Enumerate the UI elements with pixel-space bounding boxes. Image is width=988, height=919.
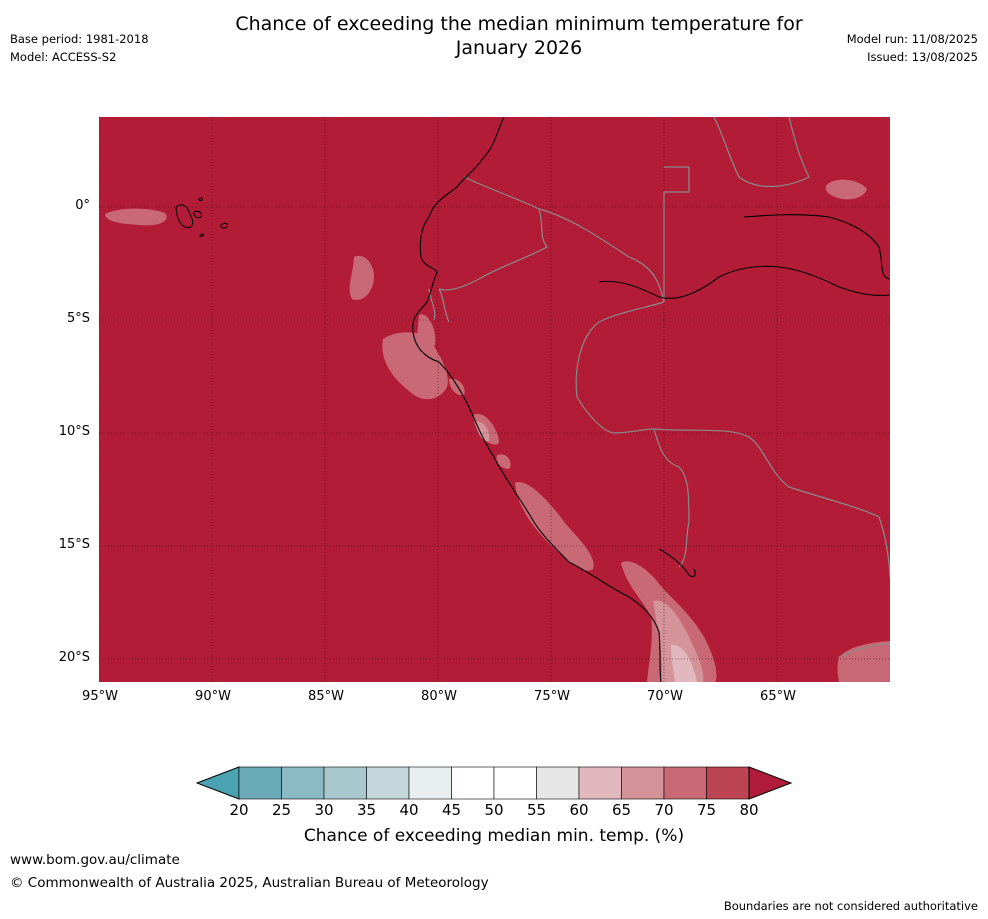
colorbar-swatch — [536, 766, 580, 800]
colorbar-swatch — [451, 766, 495, 800]
lat-label-10s: 10°S — [58, 424, 90, 439]
boundary-colombia-peru — [538, 208, 665, 303]
patch-altiplano-core — [671, 644, 697, 682]
graticule — [99, 117, 890, 682]
island-south — [199, 233, 204, 237]
footer-copyright: © Commonwealth of Australia 2025, Austra… — [10, 875, 489, 891]
lon-label-80w: 80°W — [421, 689, 457, 704]
colorbar-swatch — [706, 766, 750, 800]
probability-patches-65 — [475, 421, 704, 682]
patch-bolivia-east — [837, 641, 890, 682]
river-amazon — [598, 265, 890, 299]
meta-left: Base period: 1981-2018 Model: ACCESS-S2 — [10, 30, 149, 66]
colorbar — [196, 766, 793, 800]
title-line-2: January 2026 — [455, 37, 583, 59]
colorbar-tick-label: 20 — [229, 801, 249, 819]
patch-galapagos — [105, 208, 167, 226]
colorbar-swatch — [663, 766, 707, 800]
colorbar-swatch — [238, 766, 282, 800]
colorbar-tick-label: 70 — [654, 801, 674, 819]
colorbar-swatch — [578, 766, 622, 800]
footer-disclaimer: Boundaries are not considered authoritat… — [723, 899, 978, 913]
coastline-pacific — [412, 117, 662, 682]
island-santa-cruz — [193, 210, 202, 219]
river-amazon-main — [743, 214, 890, 280]
lon-label-75w: 75°W — [534, 689, 570, 704]
lat-label-20s: 20°S — [58, 650, 90, 665]
islands — [175, 197, 228, 237]
boundary-bolivia-paraguay — [838, 642, 890, 658]
boundary-peru-brazil — [575, 301, 665, 434]
lon-label-95w: 95°W — [82, 689, 118, 704]
boundary-ecuador-inner — [428, 288, 436, 321]
colorbar-swatch — [281, 766, 325, 800]
probability-patches-60 — [671, 644, 697, 682]
lake-titicaca — [658, 548, 696, 578]
map-panel — [99, 117, 890, 682]
lon-label-65w: 65°W — [760, 689, 796, 704]
colorbar-tick-label: 30 — [314, 801, 334, 819]
patch-central-inner — [475, 421, 490, 442]
colorbar-swatches — [238, 766, 750, 800]
colorbar-swatch — [493, 766, 537, 800]
patch-north-peru — [382, 332, 448, 400]
patch-north-peru-coast — [417, 314, 436, 351]
lon-label-90w: 90°W — [195, 689, 231, 704]
lat-label-5s: 5°S — [66, 311, 90, 326]
colorbar-tick-label: 75 — [696, 801, 717, 819]
boundary-bolivia-brazil — [653, 428, 890, 578]
colorbar-swatch — [366, 766, 410, 800]
lon-label-70w: 70°W — [647, 689, 683, 704]
model-name: Model: ACCESS-S2 — [10, 50, 117, 64]
patch-south-peru — [515, 482, 594, 571]
title-line-1: Chance of exceeding the median minimum t… — [235, 13, 803, 35]
colorbar-label: Chance of exceeding median min. temp. (%… — [303, 826, 685, 846]
boundary-colombia-brazil — [663, 166, 690, 302]
colorbar-tick-label: 25 — [271, 801, 292, 819]
colorbar-tick-label: 55 — [526, 801, 547, 819]
colorbar-swatch — [408, 766, 452, 800]
lat-label-0: 0° — [75, 198, 90, 213]
lon-label-85w: 85°W — [308, 689, 344, 704]
issued-date: Issued: 13/08/2025 — [867, 50, 978, 64]
colorbar-tick-label: 50 — [484, 801, 504, 819]
colorbar-tick-label: 45 — [441, 801, 462, 819]
colorbar-swatch — [621, 766, 665, 800]
country-boundaries — [428, 117, 890, 658]
footer-url[interactable]: www.bom.gov.au/climate — [10, 852, 180, 868]
base-period: Base period: 1981-2018 — [10, 32, 149, 46]
colorbar-swatch — [323, 766, 367, 800]
map-title: Chance of exceeding the median minimum t… — [150, 12, 888, 60]
coastlines — [412, 117, 890, 682]
patch-altiplano-inner — [653, 600, 704, 682]
boundary-peru-bolivia — [653, 428, 690, 568]
model-run: Model run: 11/08/2025 — [846, 32, 978, 46]
boundary-venezuela-brazil — [713, 117, 810, 188]
colorbar-tick-label: 40 — [399, 801, 419, 819]
patch-amazon-north — [825, 179, 867, 200]
colorbar-high-extend — [748, 766, 793, 800]
colorbar-tick-label: 80 — [739, 801, 759, 819]
map-background — [99, 117, 890, 682]
patch-small-2 — [496, 454, 511, 469]
boundary-colombia-ecuador — [438, 176, 548, 291]
meta-right: Model run: 11/08/2025 Issued: 13/08/2025 — [847, 30, 978, 66]
island-san-cristobal — [220, 222, 228, 229]
colorbar-tick-label: 35 — [356, 801, 377, 819]
boundary-ecuador-peru-north — [438, 288, 450, 323]
colorbar-tick-label: 60 — [569, 801, 589, 819]
island-isabela — [175, 204, 194, 228]
colorbar-low-extend — [196, 766, 240, 800]
lat-label-15s: 15°S — [58, 537, 90, 552]
patch-offshore-ecuador — [349, 255, 375, 301]
colorbar-tick-label: 65 — [611, 801, 632, 819]
island-north — [198, 197, 203, 201]
